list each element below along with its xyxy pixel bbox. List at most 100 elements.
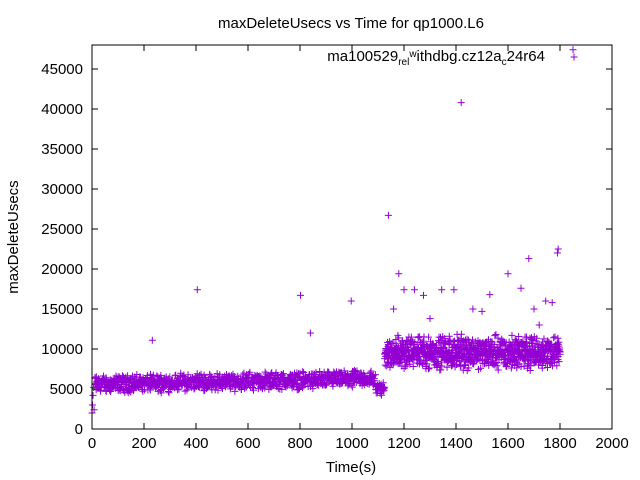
data-point	[357, 369, 365, 377]
data-point	[181, 387, 189, 395]
y-tick-label: 45000	[41, 61, 83, 78]
data-point	[322, 381, 330, 389]
plot-frame	[91, 44, 613, 430]
data-point	[378, 391, 386, 399]
data-point	[214, 386, 222, 394]
y-tick-label: 30000	[41, 181, 83, 198]
data-point	[146, 386, 154, 394]
data-point	[340, 367, 348, 375]
data-point	[492, 331, 500, 339]
data-point	[384, 353, 392, 361]
legend-label: ma100529relwithdbg.cz12ac24r64	[327, 48, 545, 68]
data-point	[193, 286, 201, 294]
data-point	[295, 385, 303, 393]
data-point	[395, 334, 403, 342]
data-point	[438, 362, 446, 370]
data-point	[348, 383, 356, 391]
data-point	[425, 333, 433, 341]
data-point	[551, 333, 559, 341]
data-point	[278, 385, 286, 393]
x-tick-label: 400	[183, 435, 208, 452]
data-point	[423, 360, 431, 368]
x-tick-label: 1600	[491, 435, 524, 452]
y-tick-label: 15000	[41, 301, 83, 318]
data-point	[347, 297, 355, 305]
x-tick-label: 2000	[595, 435, 628, 452]
data-point	[434, 360, 442, 368]
data-point	[390, 305, 398, 313]
data-point	[538, 362, 546, 370]
data-point	[384, 211, 392, 219]
data-point	[420, 291, 427, 299]
data-point	[550, 334, 558, 342]
data-point	[556, 347, 564, 355]
data-point	[143, 372, 151, 380]
data-point	[441, 334, 449, 342]
data-point	[548, 299, 556, 307]
x-tick-label: 1400	[439, 435, 472, 452]
data-point	[523, 338, 531, 346]
data-point	[183, 386, 191, 394]
data-point	[547, 340, 555, 348]
data-point	[312, 368, 320, 376]
data-point	[89, 391, 97, 399]
x-tick-label: 1800	[543, 435, 576, 452]
data-point	[89, 401, 97, 409]
data-point	[401, 362, 409, 370]
data-point	[219, 384, 227, 392]
data-point	[246, 368, 254, 376]
data-point	[503, 363, 511, 371]
data-point	[486, 291, 494, 299]
data-point	[367, 367, 375, 375]
data-point	[139, 387, 147, 395]
data-point	[504, 270, 512, 278]
data-point	[457, 362, 465, 370]
data-point	[299, 368, 307, 376]
y-tick-label: 5000	[50, 381, 83, 398]
data-point	[542, 297, 550, 305]
data-point	[502, 339, 510, 347]
legend: ma100529relwithdbg.cz12ac24r64	[327, 48, 578, 68]
data-point	[419, 337, 427, 345]
data-point	[437, 366, 445, 374]
data-point	[555, 358, 563, 366]
data-point	[329, 382, 337, 390]
data-point	[413, 340, 421, 348]
y-tick-label: 25000	[41, 221, 83, 238]
data-point	[526, 366, 534, 374]
data-point	[461, 361, 469, 369]
data-point	[297, 291, 305, 299]
data-point	[457, 330, 465, 338]
data-point	[250, 386, 258, 394]
data-point	[414, 334, 422, 342]
data-point	[469, 305, 477, 313]
data-point	[449, 338, 457, 346]
data-point	[425, 365, 433, 373]
data-point	[473, 343, 481, 351]
data-point	[553, 362, 561, 370]
y-tick-label: 35000	[41, 141, 83, 158]
data-point	[149, 371, 157, 379]
data-point	[106, 387, 114, 395]
data-point	[499, 337, 507, 345]
x-tick-label: 200	[131, 435, 156, 452]
y-tick-label: 40000	[41, 101, 83, 118]
data-point	[426, 315, 434, 323]
data-point	[457, 99, 465, 107]
data-point	[539, 338, 547, 346]
data-point	[137, 382, 145, 390]
data-point	[165, 389, 173, 397]
data-point	[450, 286, 458, 294]
y-tick-label: 20000	[41, 261, 83, 278]
data-point	[533, 340, 541, 348]
data-point	[543, 363, 551, 371]
data-point	[321, 381, 329, 389]
data-point	[294, 386, 302, 394]
data-point	[554, 334, 562, 342]
data-point	[437, 358, 445, 366]
data-point	[533, 334, 541, 342]
x-tick-label: 800	[287, 435, 312, 452]
data-point	[184, 371, 192, 379]
